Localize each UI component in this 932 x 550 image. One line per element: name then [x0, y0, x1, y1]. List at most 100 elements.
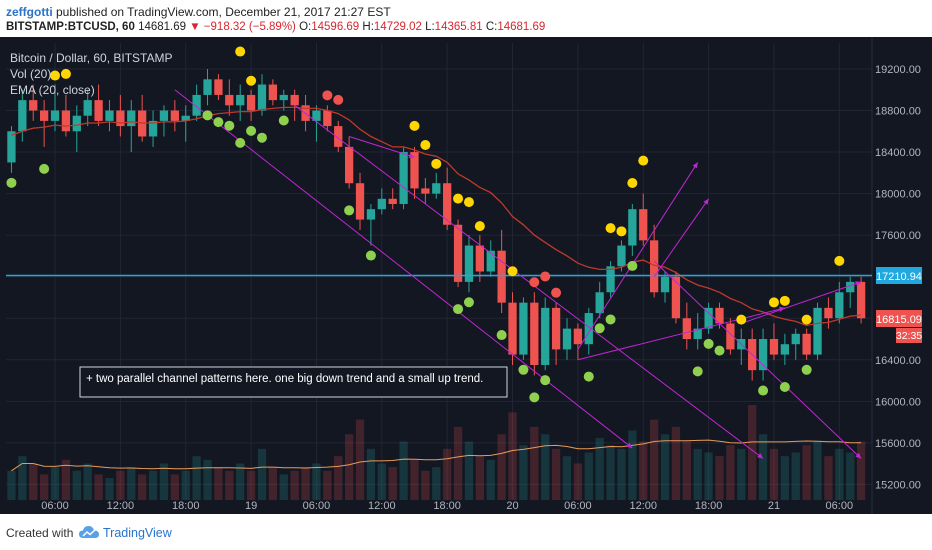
volume-bar: [519, 445, 528, 500]
low-label: L:: [425, 21, 435, 33]
volume-bar: [649, 419, 659, 500]
green-dot: [213, 117, 224, 128]
volume-bar: [203, 459, 212, 500]
trend-line: [653, 260, 862, 459]
volume-bar: [464, 441, 474, 500]
volume-bar: [726, 445, 735, 500]
volume-bar: [148, 470, 158, 500]
green-dot: [235, 137, 246, 148]
candle-body: [366, 209, 376, 220]
green-dot: [463, 297, 474, 308]
volume-bars: [7, 405, 866, 500]
candle-body: [682, 318, 691, 340]
green-dot: [246, 125, 257, 136]
volume-bar: [737, 448, 746, 500]
volume-bar: [660, 434, 670, 500]
red-dot: [540, 271, 551, 282]
green-dot: [496, 330, 507, 341]
candle-body: [268, 84, 278, 101]
candle-body: [606, 266, 615, 293]
price-value: 14681.69: [138, 21, 187, 33]
volume-bar: [595, 437, 604, 500]
volume-bar: [693, 448, 702, 500]
volume-bar: [116, 470, 125, 500]
tradingview-link[interactable]: TradingView: [103, 526, 172, 540]
volume-bar: [301, 467, 310, 500]
yellow-dot: [638, 155, 649, 166]
trend-line: [741, 281, 862, 324]
green-dot: [540, 375, 551, 386]
volume-bar: [791, 452, 800, 500]
trend-line: [294, 104, 764, 459]
legend-vol: Vol (20): [10, 67, 51, 81]
candle-body: [50, 110, 60, 121]
green-dot: [344, 205, 355, 216]
green-dot: [6, 177, 17, 188]
volume-bar: [83, 463, 92, 500]
y-tick-label: 15200.00: [875, 479, 921, 491]
candle-body: [246, 94, 256, 111]
x-tick-label: 18:00: [172, 500, 200, 512]
candle-body: [628, 209, 637, 246]
volume-bar: [312, 463, 321, 500]
green-dot: [779, 381, 790, 392]
candle-body: [758, 339, 768, 371]
volume-bar: [628, 430, 637, 500]
candle-body: [726, 323, 735, 350]
green-dot: [801, 364, 812, 375]
green-dot: [256, 132, 267, 143]
candle-body: [29, 100, 38, 111]
x-tick-label: 12:00: [107, 500, 135, 512]
high-value: 14729.02: [373, 21, 422, 33]
candle-body: [519, 302, 528, 355]
volume-bar: [573, 463, 583, 500]
candle-body: [824, 307, 833, 319]
red-dot: [529, 277, 540, 288]
yellow-dot: [474, 221, 485, 232]
yellow-dot: [605, 223, 616, 234]
yellow-dot: [507, 266, 518, 277]
volume-bar: [671, 426, 681, 500]
volume-bar: [769, 448, 779, 500]
price-chart[interactable]: 15200.0015600.0016000.0016400.0016800.00…: [0, 37, 932, 514]
candle-body: [61, 110, 71, 132]
time-axis[interactable]: 06:00 12:00 18:00 19 06:00 12:00 18:00 20 06:00 1…: [41, 500, 853, 512]
volume-bar: [127, 467, 136, 500]
chart-area[interactable]: 15200.0015600.0016000.0016400.0016800.00…: [0, 37, 932, 514]
volume-bar: [443, 448, 452, 500]
hline-price-label: 17210.94: [876, 271, 922, 283]
candle-body: [312, 110, 321, 121]
volume-bar: [344, 434, 354, 500]
volume-bar: [61, 459, 71, 500]
y-tick-label: 18400.00: [875, 147, 921, 159]
volume-bar: [824, 456, 833, 500]
trend-lines: [174, 89, 862, 459]
volume-bar: [617, 448, 626, 500]
author-link[interactable]: zeffgotti: [6, 5, 53, 19]
green-dot: [594, 323, 605, 334]
candle-body: [334, 126, 343, 147]
candle-body: [116, 110, 125, 127]
candle-body: [344, 146, 354, 184]
candle-body: [7, 131, 16, 163]
volume-bar: [606, 445, 615, 500]
candle-body: [573, 328, 583, 345]
volume-bar: [562, 456, 572, 500]
last-price-tag: [876, 310, 922, 327]
candle-body: [813, 307, 822, 355]
volume-bar: [72, 470, 81, 500]
candle-body: [18, 100, 27, 132]
volume-bar: [410, 459, 419, 500]
yellow-dot: [736, 314, 747, 325]
volume-bar: [214, 467, 223, 500]
trend-line: [577, 307, 785, 361]
volume-bar: [715, 456, 724, 500]
volume-bar: [748, 405, 757, 500]
candle-body: [236, 94, 245, 106]
x-tick-label: 18:00: [695, 500, 723, 512]
volume-bar: [138, 474, 147, 500]
green-dot: [365, 250, 376, 261]
annotation-box[interactable]: [79, 366, 508, 398]
volume-bar: [541, 434, 550, 500]
green-dot: [518, 364, 529, 375]
